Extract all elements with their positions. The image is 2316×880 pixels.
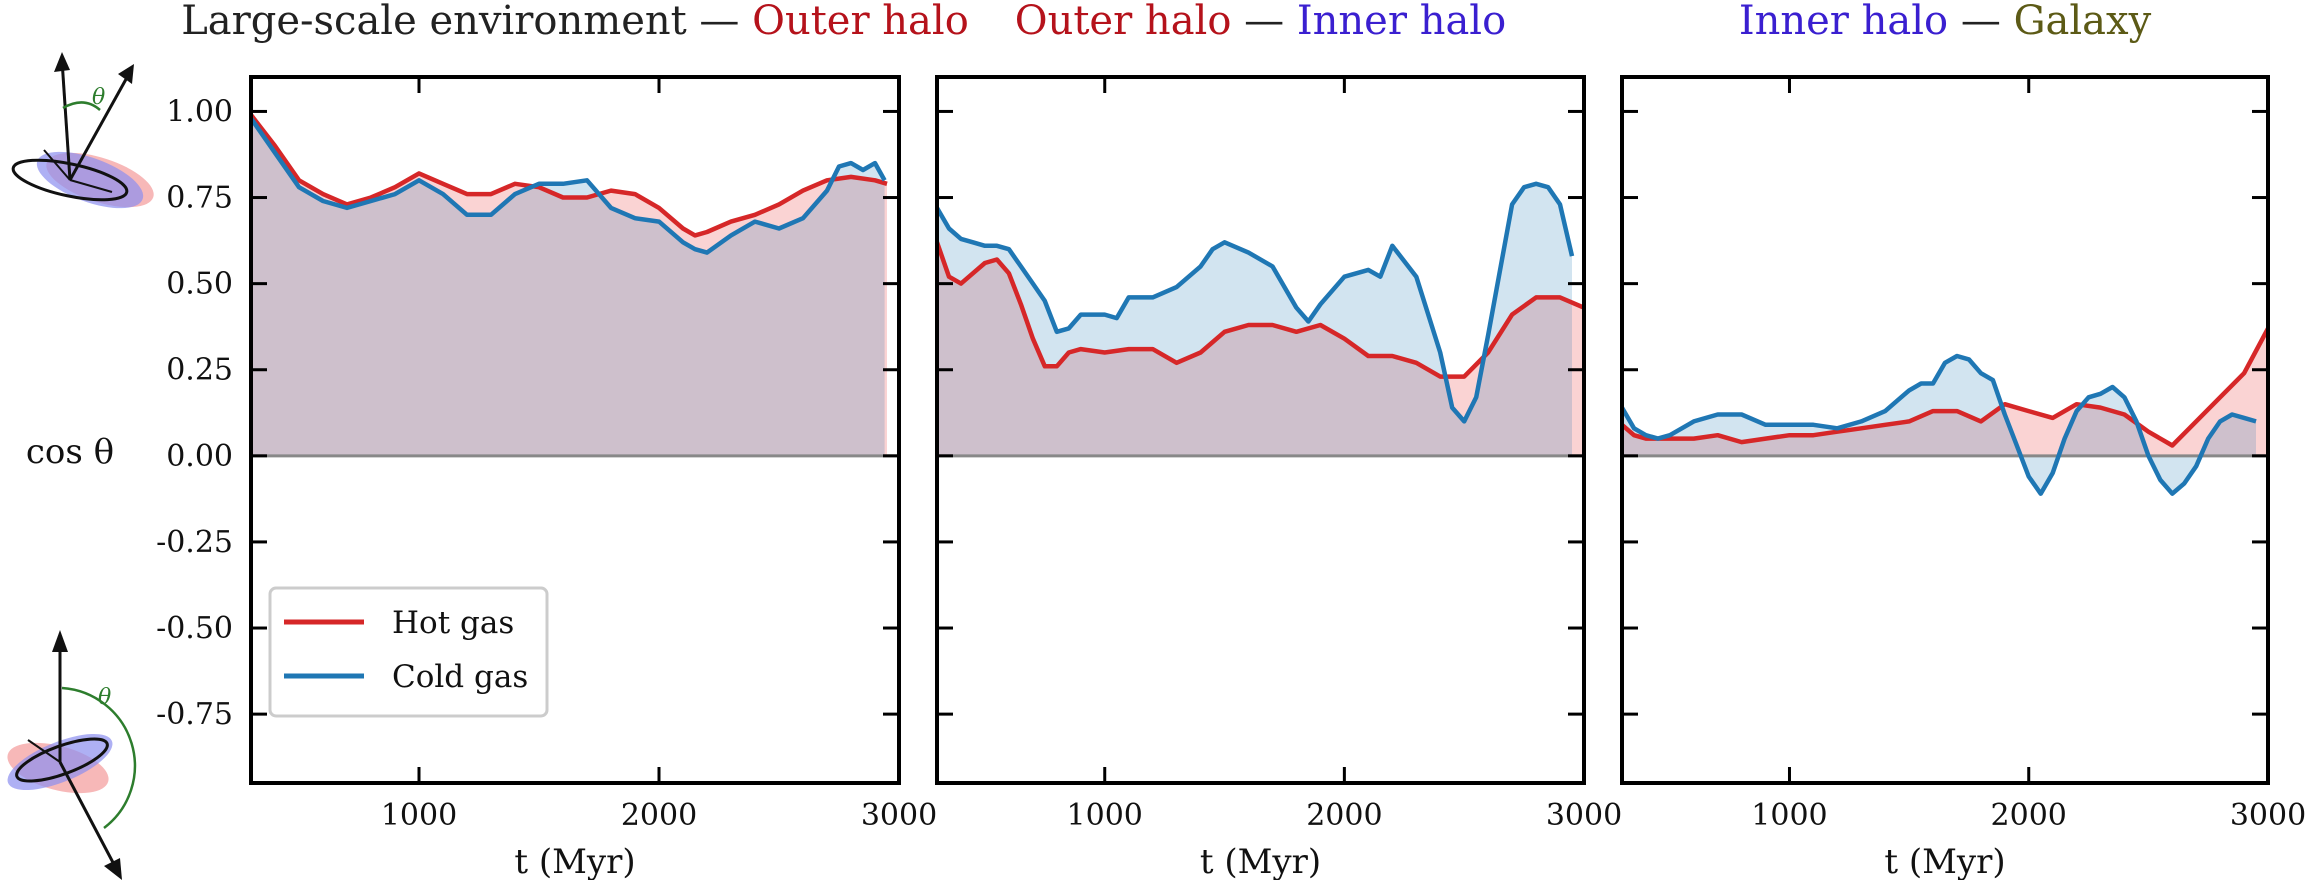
- legend-label: Cold gas: [392, 659, 528, 695]
- x-tick-label: 2000: [621, 798, 697, 833]
- cold-gas-fill-area: [251, 118, 885, 456]
- panel-2: 1000 2000 3000 t (Myr) Outer halo — Inner ha…: [934, 0, 1622, 880]
- fill-areas: [251, 114, 887, 456]
- y-tick-label: 0.25: [166, 353, 233, 388]
- y-tick-label: -0.25: [156, 525, 233, 560]
- panel-1: 1000 2000 3000 1.00 0.75 0.50 0.25 0.00 -0.25 -0.…: [156, 0, 969, 880]
- x-tick-label: 3000: [1546, 798, 1622, 833]
- fill-areas: [1622, 328, 2268, 494]
- x-tick-label: 1000: [1067, 798, 1143, 833]
- y-tick-label: 0.00: [166, 439, 233, 474]
- x-tick-label: 1000: [381, 798, 457, 833]
- panel-3: 1000 2000 3000 t (Myr) Inner halo — Galaxy: [1620, 0, 2306, 880]
- legend: Hot gas Cold gas: [268, 586, 549, 718]
- hot-gas-line: [934, 241, 1585, 379]
- orientation-small-angle-icon: θ: [11, 52, 154, 209]
- theta-label-bottom: θ: [98, 685, 111, 710]
- panel-title: Outer halo — Inner halo: [1015, 0, 1506, 44]
- hot-gas-line: [249, 113, 888, 238]
- x-axis-label: t (Myr): [1884, 842, 2005, 880]
- x-tick-label: 3000: [2230, 798, 2306, 833]
- title-segment: Inner halo: [1739, 0, 1948, 44]
- hot-gas-fill-area: [937, 242, 1584, 456]
- title-segment: —: [1231, 0, 1296, 44]
- y-axis-label: cos θ: [26, 432, 114, 472]
- cold-gas-line: [1620, 353, 2257, 496]
- title-segment: Galaxy: [2014, 0, 2152, 44]
- panel-title: Large-scale environment — Outer halo: [181, 0, 969, 44]
- cold-gas-fill-area: [1622, 356, 2256, 494]
- x-axis-label: t (Myr): [1200, 842, 1321, 880]
- title-segment: Outer halo: [752, 0, 969, 44]
- cold-gas-line: [935, 181, 1575, 424]
- panel-title: Inner halo — Galaxy: [1739, 0, 2152, 44]
- hot-gas-fill-area: [1622, 328, 2268, 456]
- hot-gas-fill-area: [251, 114, 887, 456]
- x-tick-label: 1000: [1751, 798, 1827, 833]
- x-tick-label: 2000: [1306, 798, 1382, 833]
- legend-label: Hot gas: [392, 605, 514, 641]
- orientation-large-angle-icon: θ: [7, 630, 137, 880]
- title-segment: —: [1948, 0, 2013, 44]
- x-tick-label: 3000: [861, 798, 937, 833]
- fill-areas: [937, 183, 1584, 456]
- title-segment: —: [687, 0, 752, 44]
- y-tick-label: 0.75: [166, 181, 233, 216]
- title-segment: Large-scale environment: [181, 0, 687, 44]
- x-axis-label: t (Myr): [514, 842, 635, 880]
- y-tick-label: -0.75: [156, 697, 233, 732]
- x-tick-label: 2000: [1991, 798, 2067, 833]
- title-segment: Outer halo: [1015, 0, 1232, 44]
- theta-label-top: θ: [92, 85, 105, 110]
- cold-gas-line: [249, 117, 887, 255]
- y-tick-label: 0.50: [166, 267, 233, 302]
- panels: 1000 2000 3000 1.00 0.75 0.50 0.25 0.00 -0.25 -0.…: [156, 0, 2306, 880]
- plot-frame: [935, 75, 1586, 785]
- y-tick-label: -0.50: [156, 611, 233, 646]
- title-segment: Inner halo: [1297, 0, 1506, 44]
- y-tick-label: 1.00: [166, 94, 233, 129]
- cold-gas-fill-area: [937, 183, 1572, 456]
- plot-frame: [249, 75, 901, 785]
- plot-frame: [1620, 75, 2270, 785]
- hot-gas-line: [1620, 327, 2270, 448]
